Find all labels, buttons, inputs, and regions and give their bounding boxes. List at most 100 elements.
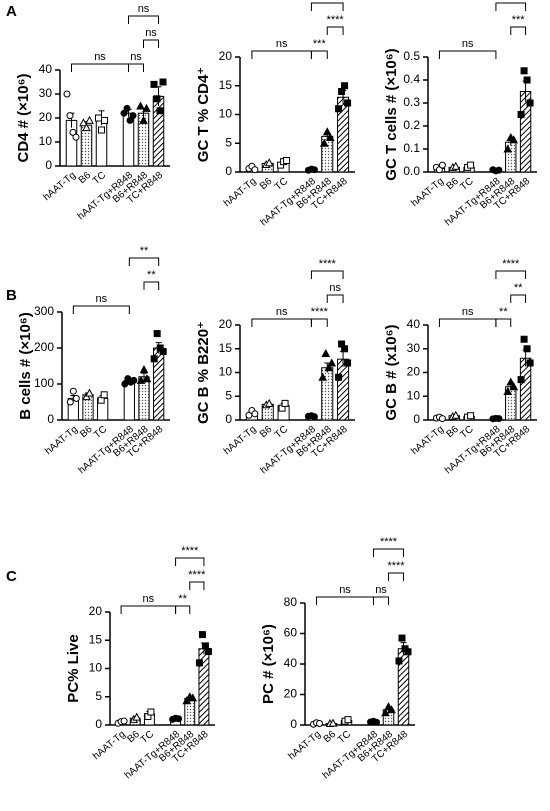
data-point [98, 126, 105, 134]
data-point [324, 363, 334, 372]
significance-label: ns [276, 306, 288, 318]
y-axis-label: B cells # (×10⁶) [17, 312, 34, 419]
data-point [322, 127, 332, 136]
significance-bracket [310, 318, 328, 327]
data-point [310, 166, 318, 174]
y-tick-label: 20 [219, 49, 233, 63]
data-point [123, 104, 131, 112]
significance-bracket [143, 281, 160, 290]
x-tick-label: TC [273, 424, 290, 441]
significance-bracket [175, 557, 205, 566]
data-point [85, 115, 94, 124]
x-tick-label: hAAT-Tg [41, 170, 78, 203]
data-point [381, 708, 390, 717]
significance-bracket [310, 2, 344, 11]
y-tick-label: 0 [225, 164, 232, 178]
data-point [341, 82, 349, 90]
y-tick-label: 20 [284, 687, 298, 701]
data-point [310, 413, 318, 421]
data-point [327, 358, 337, 367]
significance-label: **** [502, 258, 520, 270]
data-point [251, 166, 259, 174]
data-point [130, 376, 138, 384]
significance-bracket [251, 50, 312, 59]
data-point [182, 696, 192, 705]
data-point [387, 705, 396, 714]
significance-bracket [495, 270, 527, 279]
significance-label: ** [499, 306, 508, 318]
significance-bracket [495, 318, 512, 327]
data-point [195, 659, 203, 667]
data-point [120, 717, 128, 725]
y-tick-label: 0.3 [403, 95, 420, 109]
significance-label: **** [188, 569, 206, 581]
y-axis-label: CD4 # (×10⁶) [15, 73, 32, 162]
y-tick-label: 0.0 [403, 164, 420, 178]
data-point [69, 387, 77, 395]
data-point [438, 161, 446, 169]
data-point [319, 138, 329, 147]
x-tick-label: hAAT-Tg [43, 424, 80, 457]
data-point [159, 348, 167, 356]
data-point [156, 107, 164, 115]
data-point [526, 99, 534, 107]
data-point [526, 359, 534, 367]
significance-bracket [326, 294, 344, 303]
bar [337, 358, 350, 421]
significance-bracket [438, 318, 497, 327]
x-tick-label: TC [458, 424, 475, 441]
data-point [72, 394, 80, 402]
data-point [251, 410, 259, 418]
significance-bracket [189, 581, 205, 590]
data-point [281, 399, 289, 407]
y-tick-label: 100 [34, 376, 54, 390]
data-point [523, 76, 531, 84]
significance-label: **** [319, 258, 337, 270]
significance-label: ns [138, 3, 150, 15]
data-point [198, 631, 206, 639]
data-point [344, 359, 352, 367]
bar [80, 124, 93, 167]
significance-bracket [120, 605, 177, 614]
y-tick-label: 0.4 [403, 72, 420, 86]
significance-bracket [310, 50, 328, 59]
data-point [101, 116, 108, 124]
data-point [341, 345, 349, 353]
data-point [398, 634, 406, 642]
data-point [438, 415, 446, 423]
data-point [520, 335, 528, 343]
data-point [79, 118, 88, 127]
significance-bracket [373, 596, 389, 605]
x-tick-label: TC [92, 424, 109, 441]
data-point [325, 132, 335, 141]
significance-label: ns [96, 293, 108, 305]
x-tick-label: TC [273, 176, 290, 193]
y-tick-label: 5 [95, 689, 102, 703]
significance-label: **** [181, 545, 199, 557]
significance-bracket [143, 39, 159, 48]
significance-bracket [251, 318, 312, 327]
data-point [264, 398, 274, 407]
significance-bracket [495, 2, 527, 11]
data-point [509, 382, 519, 391]
data-point [129, 112, 137, 120]
data-point [503, 386, 513, 395]
y-tick-label: 0.5 [403, 49, 420, 63]
data-point [467, 412, 475, 420]
x-tick-label: TC [139, 729, 156, 746]
y-tick-label: 0 [45, 158, 52, 172]
significance-label: ns [94, 51, 106, 63]
data-point [451, 410, 461, 419]
data-point [338, 88, 346, 95]
panel-letter: B [6, 287, 17, 304]
significance-label: ns [329, 282, 341, 294]
data-point [66, 112, 74, 120]
significance-label: ns [143, 593, 155, 605]
significance-bracket [128, 63, 144, 72]
data-point [132, 712, 142, 721]
significance-label: *** [512, 14, 526, 26]
data-point [147, 708, 155, 716]
x-tick-label: hAAT-Tg [286, 729, 323, 762]
y-tick-label: 20 [39, 110, 53, 124]
x-tick-label: hAAT-Tg [409, 176, 446, 209]
